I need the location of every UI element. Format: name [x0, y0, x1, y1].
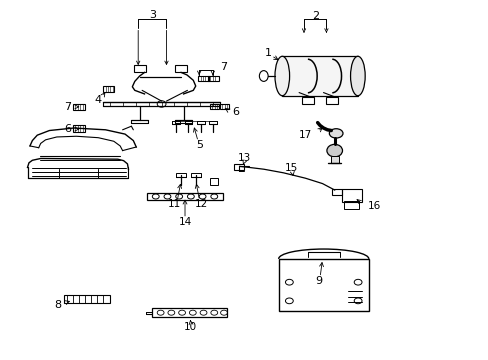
Text: 6: 6: [64, 124, 71, 134]
Bar: [220, 104, 228, 109]
Text: 8: 8: [55, 300, 61, 310]
Text: 12: 12: [195, 199, 208, 210]
Bar: [207, 76, 218, 81]
Text: 7: 7: [220, 62, 227, 72]
Bar: [278, 259, 368, 311]
Text: 9: 9: [314, 276, 322, 286]
Bar: [326, 97, 337, 104]
Text: 2: 2: [311, 11, 318, 21]
Bar: [147, 193, 222, 201]
Text: 14: 14: [178, 217, 191, 227]
Text: 15: 15: [285, 163, 298, 173]
Ellipse shape: [274, 56, 289, 96]
Text: 16: 16: [366, 201, 380, 211]
Ellipse shape: [350, 56, 365, 96]
Text: 17: 17: [298, 130, 311, 140]
Bar: [176, 173, 185, 177]
Bar: [210, 104, 219, 109]
Bar: [330, 156, 338, 163]
Text: 3: 3: [148, 10, 156, 20]
Text: 6: 6: [232, 107, 239, 117]
Bar: [73, 104, 85, 110]
Bar: [152, 308, 227, 317]
Text: 1: 1: [264, 48, 271, 58]
Bar: [210, 178, 218, 185]
Ellipse shape: [329, 129, 342, 138]
Bar: [331, 189, 341, 195]
Bar: [134, 65, 145, 72]
Bar: [175, 65, 186, 72]
Bar: [73, 125, 85, 132]
Bar: [190, 173, 200, 177]
Bar: [64, 295, 110, 303]
Text: 11: 11: [168, 199, 181, 210]
Text: 4: 4: [95, 95, 102, 105]
Text: 13: 13: [237, 153, 251, 163]
Bar: [282, 56, 357, 96]
Bar: [302, 97, 313, 104]
Bar: [344, 201, 358, 209]
Bar: [103, 86, 114, 92]
Text: 10: 10: [184, 322, 197, 332]
Bar: [233, 163, 243, 170]
Text: 7: 7: [64, 102, 71, 112]
Bar: [198, 76, 208, 81]
Bar: [341, 189, 361, 202]
Text: 5: 5: [196, 140, 203, 150]
Ellipse shape: [326, 144, 342, 157]
